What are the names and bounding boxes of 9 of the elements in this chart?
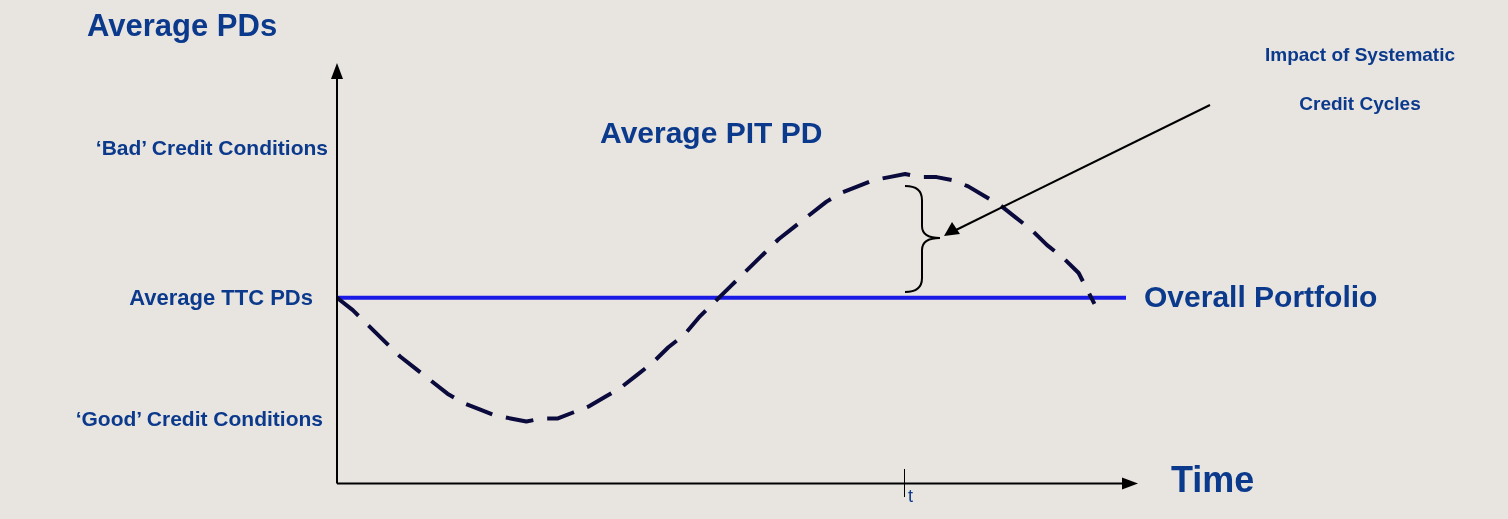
text: ‘Bad’ Credit Conditions xyxy=(95,136,328,160)
text: ‘Good’ Credit Conditions xyxy=(75,407,323,431)
x-axis-title: Time xyxy=(1171,459,1255,502)
series-label: Overall Portfolio xyxy=(1144,279,1378,314)
text: Impact of Systematic Credit Cycles xyxy=(1264,44,1456,115)
text: t xyxy=(908,486,914,508)
series-label: Average PIT PD xyxy=(600,116,823,150)
text: Average TTC PDs xyxy=(129,284,313,311)
y-axis-title: Average PDs xyxy=(87,8,278,44)
